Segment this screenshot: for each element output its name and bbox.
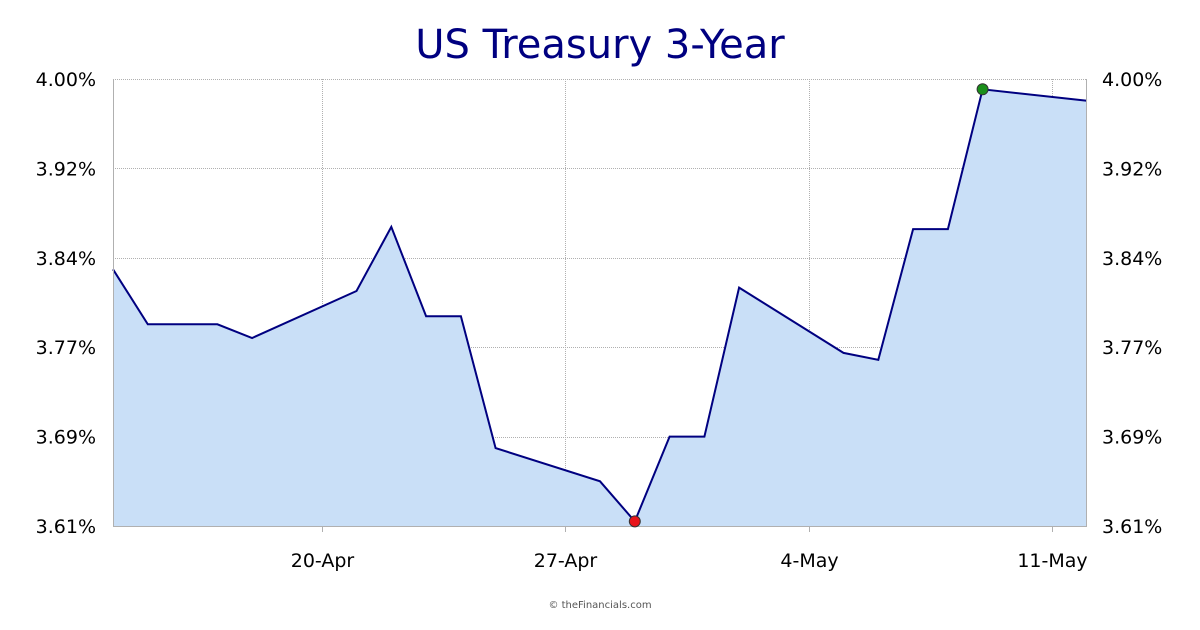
y-tick-label-left: 3.84% [36,248,96,270]
y-tick-label-right: 4.00% [1102,69,1162,91]
y-tick-label-left: 3.77% [36,337,96,359]
y-tick-label-right: 3.69% [1102,427,1162,449]
y-tick-label-left: 3.69% [36,427,96,449]
x-tick-label: 4-May [780,550,838,572]
y-tick-label-left: 3.92% [36,158,96,180]
x-tick-label: 20-Apr [291,550,355,572]
credit-text: © theFinancials.com [548,600,651,611]
area-layer [112,88,1088,527]
y-tick-label-right: 3.92% [1102,158,1162,180]
y-tick-label-right: 3.84% [1102,248,1162,270]
series-area [113,89,1087,527]
max-marker [976,83,989,96]
x-tick-label: 27-Apr [534,550,598,572]
marker-layer [628,83,989,528]
x-tick-label: 11-May [1017,550,1087,572]
chart-title: US Treasury 3-Year [415,22,785,68]
y-tick-label-left: 4.00% [36,69,96,91]
y-tick-label-right: 3.61% [1102,516,1162,538]
series-line [112,88,1088,524]
axis-layer: 4.00% 4.00% 3.92% 3.92% 3.84% 3.84% 3.77% 3.77%… [36,69,1163,572]
y-tick-label-left: 3.61% [36,516,96,538]
y-tick-label-right: 3.77% [1102,337,1162,359]
min-marker [628,515,641,528]
